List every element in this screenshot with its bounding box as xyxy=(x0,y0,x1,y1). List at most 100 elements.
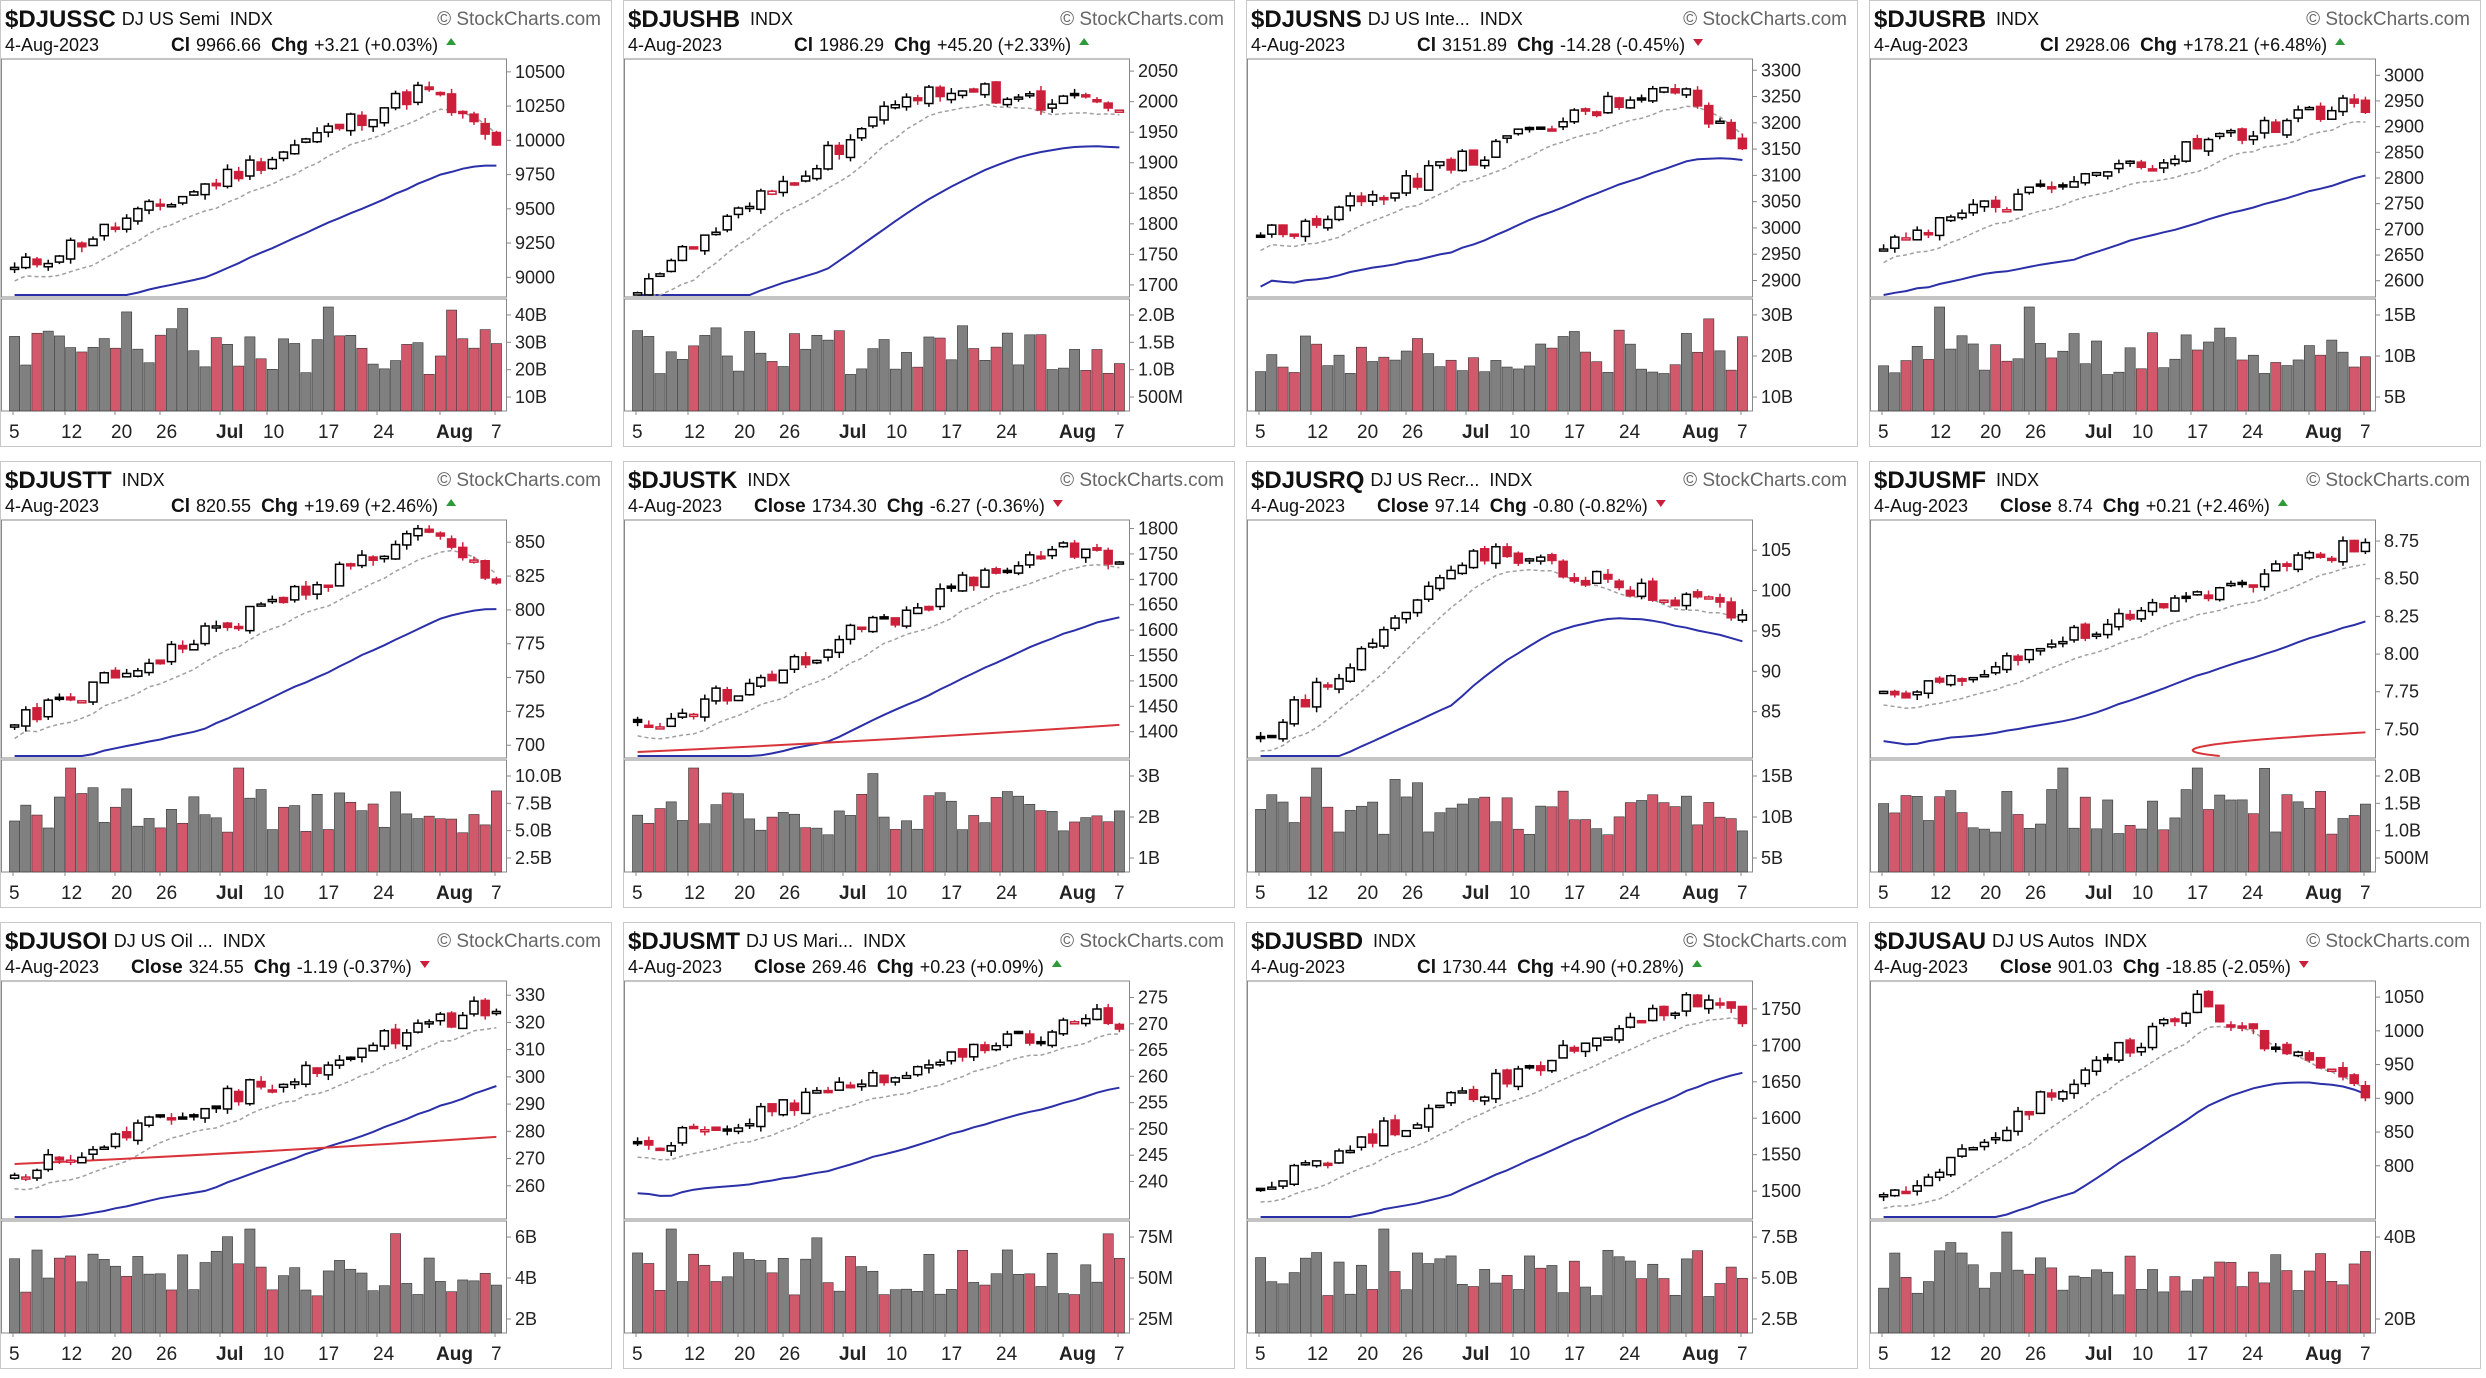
candle-body xyxy=(65,239,76,260)
price-tick-label: 320 xyxy=(515,1012,545,1032)
chart-close-label: Close xyxy=(754,957,806,978)
candle-body xyxy=(289,585,300,601)
volume-bar xyxy=(2270,831,2282,873)
price-tick-label: 2900 xyxy=(1761,270,1801,290)
chart-date: 4-Aug-2023 xyxy=(5,496,99,516)
candle-body xyxy=(1923,1176,1934,1187)
volume-bar xyxy=(1524,834,1535,873)
candle-body xyxy=(733,695,744,702)
candle-body xyxy=(2214,1004,2225,1023)
chart-panel[interactable]: $DJUSSC DJ US Semi INDX © StockCharts.co… xyxy=(0,0,612,447)
candle-body xyxy=(711,687,721,702)
x-tick-label: 12 xyxy=(1930,1344,1951,1365)
candle-body xyxy=(1069,92,1080,97)
candle-body xyxy=(1446,158,1456,171)
candle-body xyxy=(2013,1110,2023,1133)
chart-index-name: DJ US Recr... xyxy=(1370,470,1479,490)
x-tick-label: 5 xyxy=(632,1344,643,1365)
chart-chg-label: Chg xyxy=(1490,496,1527,517)
chart-svg: $DJUSHB INDX © StockCharts.com 4-Aug-202… xyxy=(624,6,1224,443)
x-tick-label: 17 xyxy=(2187,1344,2208,1365)
volume-bar xyxy=(2023,306,2035,412)
candle-body xyxy=(700,234,710,252)
chart-panel[interactable]: $DJUSAU DJ US Autos INDX © StockCharts.c… xyxy=(1869,922,2481,1369)
volume-bar xyxy=(699,1264,711,1334)
volume-bar xyxy=(2023,1273,2035,1334)
candle-body xyxy=(43,1153,53,1171)
price-tick-label: 1650 xyxy=(1761,1072,1801,1092)
volume-bar xyxy=(1468,1286,1479,1334)
price-tick-label: 265 xyxy=(1138,1040,1168,1060)
chart-panel[interactable]: $DJUSTT INDX © StockCharts.com 4-Aug-202… xyxy=(0,461,612,908)
candle-body xyxy=(1923,232,1934,236)
volume-bar xyxy=(1400,796,1412,873)
volume-bar xyxy=(311,339,323,412)
volume-bar xyxy=(98,822,110,873)
candle-body xyxy=(345,1056,356,1061)
volume-bar xyxy=(2203,809,2214,873)
candle-body xyxy=(1946,1156,1956,1176)
chart-chg-value: +3.21 (+0.03%) xyxy=(314,35,438,55)
x-axis: 5 12 20 26 Jul 10 17 24 Aug 7 xyxy=(632,872,1125,904)
volume-bar xyxy=(912,1291,924,1334)
volume-bar xyxy=(990,346,1002,412)
volume-bar xyxy=(643,823,655,873)
stockcharts-logo: © StockCharts.com xyxy=(437,9,601,30)
stockcharts-logo: © StockCharts.com xyxy=(1060,931,1224,952)
candle-body xyxy=(177,1116,188,1120)
volume-bar xyxy=(2259,373,2270,412)
volume-bar xyxy=(2203,341,2214,412)
volume-bar xyxy=(1024,1273,1036,1334)
chart-panel[interactable]: $DJUSOI DJ US Oil ... INDX © StockCharts… xyxy=(0,922,612,1369)
volume-bar xyxy=(356,1272,368,1334)
chart-chg-value: +19.69 (+2.46%) xyxy=(304,496,438,516)
candle-body xyxy=(2282,1043,2292,1055)
candle-body xyxy=(1912,1184,1922,1192)
volume-bar xyxy=(1714,1283,1726,1334)
candle-body xyxy=(9,724,20,728)
slow-moving-average-line xyxy=(14,608,497,757)
chart-panel[interactable]: $DJUSTK INDX © StockCharts.com 4-Aug-202… xyxy=(623,461,1235,908)
x-tick-label: 20 xyxy=(111,1344,132,1365)
price-tick-label: 950 xyxy=(2384,1055,2414,1075)
candle-body xyxy=(1323,1162,1333,1167)
chart-panel[interactable]: $DJUSNS DJ US Inte... INDX © StockCharts… xyxy=(1246,0,1858,447)
volume-bar xyxy=(1725,1266,1737,1334)
candle-body xyxy=(144,662,154,674)
x-tick-label: 17 xyxy=(941,422,962,443)
x-tick-label: 7 xyxy=(2360,1344,2371,1365)
x-tick-label: 5 xyxy=(1255,422,1266,443)
volume-bar xyxy=(1714,350,1726,412)
volume-bar xyxy=(1102,1233,1114,1334)
volume-bar xyxy=(957,829,968,873)
x-tick-label: 24 xyxy=(1619,1344,1641,1365)
chart-panel[interactable]: $DJUSRB INDX © StockCharts.com 4-Aug-202… xyxy=(1869,0,2481,447)
volume-bar xyxy=(1311,343,1323,412)
chart-panel[interactable]: $DJUSMF INDX © StockCharts.com 4-Aug-202… xyxy=(1869,461,2481,908)
volume-tick-label: 1.0B xyxy=(2384,821,2421,841)
chart-panel[interactable]: $DJUSMT DJ US Mari... INDX © StockCharts… xyxy=(623,922,1235,1369)
candle-body xyxy=(312,583,322,595)
candle-body xyxy=(2349,98,2359,104)
volume-tick-label: 40B xyxy=(515,305,547,325)
volume-bar xyxy=(1356,1264,1367,1334)
volume-bar xyxy=(42,330,54,412)
candle-body xyxy=(2114,162,2124,170)
candle-body xyxy=(2349,539,2359,553)
chart-panel[interactable]: $DJUSRQ DJ US Recr... INDX © StockCharts… xyxy=(1246,461,1858,908)
chart-panel[interactable]: $DJUSHB INDX © StockCharts.com 4-Aug-202… xyxy=(623,0,1235,447)
price-tick-label: 270 xyxy=(1138,1014,1168,1034)
volume-bar xyxy=(468,347,480,412)
volume-bar xyxy=(1692,1250,1703,1334)
candle-body xyxy=(1457,1090,1468,1094)
volume-tick-label: 10B xyxy=(515,387,547,407)
candle-body xyxy=(435,91,446,96)
volume-bar xyxy=(20,804,32,873)
candle-body xyxy=(1648,1007,1658,1022)
volume-bar xyxy=(2315,354,2326,412)
chart-panel[interactable]: $DJUSBD INDX © StockCharts.com 4-Aug-202… xyxy=(1246,922,1858,1369)
candle-body xyxy=(1323,684,1333,688)
price-frame xyxy=(1,58,507,298)
price-tick-label: 2950 xyxy=(2384,91,2424,111)
volume-bar xyxy=(833,1290,845,1334)
